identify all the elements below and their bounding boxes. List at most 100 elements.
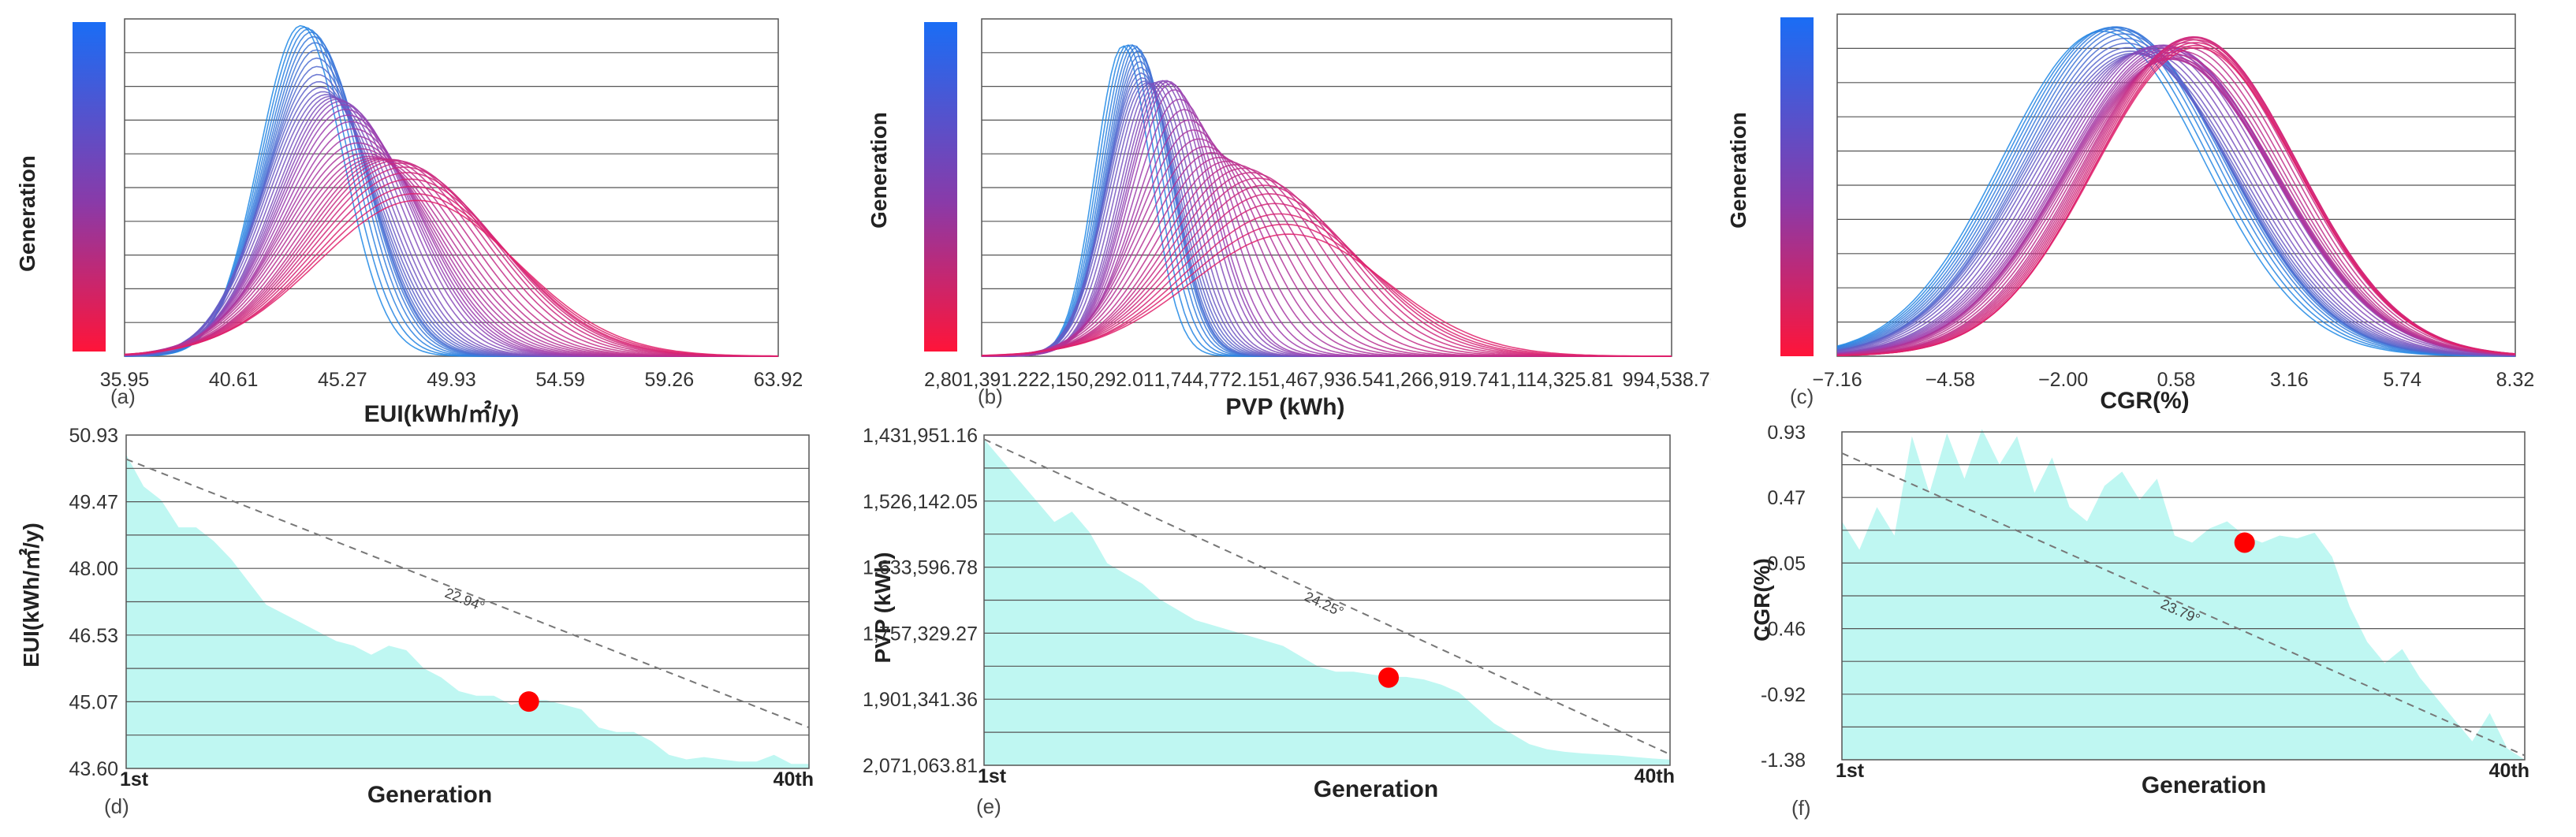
plot-frame-d — [125, 434, 810, 769]
x-tick-label-b: 2,150,292.01 — [1039, 369, 1154, 391]
density-curve-c — [1836, 57, 2516, 355]
chart-b: 2,801,391.22 2,150,292.01 1,744,772.15 1,46… — [924, 18, 1711, 391]
density-curve-c — [1836, 36, 2516, 356]
area-series-f — [1842, 429, 2525, 760]
x-tick-label-c: 5.74 — [2383, 369, 2421, 391]
x-tick-label-a: 54.59 — [535, 369, 585, 391]
density-curve-c — [1836, 54, 2516, 356]
x-tick-label-c: 0.58 — [2157, 369, 2196, 391]
panel-f: CGR(%) 0.93 0.47 0.05 -0.46 -0.92 -1.38 1st 40t… — [1727, 426, 2576, 837]
x-tick-label-b: 1,744,772.15 — [1154, 369, 1269, 391]
x-end-label-d: 40th — [774, 768, 814, 790]
generation-color-legend-b — [924, 22, 957, 352]
x-tick-label-a: 40.61 — [209, 369, 259, 391]
y-tick-label-f: -1.38 — [1761, 750, 1806, 772]
x-tick-label-c: −2.00 — [2038, 369, 2088, 391]
xlabel-d: Generation — [367, 782, 493, 808]
panel-c: Generation −7.16 −4.58 −2.00 0.58 3.16 5.74 8.… — [1726, 0, 2576, 426]
x-tick-label-a: 59.26 — [645, 369, 695, 391]
x-start-label-d: 1st — [120, 768, 149, 790]
y-tick-label-d: 45.07 — [69, 691, 118, 713]
density-curve-c — [1836, 58, 2516, 356]
xlabel-c: CGR(%) — [2100, 388, 2190, 414]
density-curve-b — [981, 233, 1672, 357]
x-tick-label-a: 35.95 — [100, 369, 150, 391]
y-tick-label-e: 2,071,063.81 — [863, 755, 978, 777]
density-curve-c — [1836, 42, 2516, 356]
xlabel-f: Generation — [2141, 772, 2267, 798]
x-start-label-f: 1st — [1836, 760, 1865, 782]
generation-color-legend-a — [73, 22, 106, 352]
x-tick-label-a: 45.27 — [318, 369, 367, 391]
area-series-d — [126, 454, 809, 768]
panel-label-d: (d) — [104, 794, 129, 818]
generation-color-legend-c — [1780, 17, 1814, 356]
x-tick-label-b: 1,467,936.54 — [1269, 369, 1385, 391]
density-curve-c — [1836, 57, 2516, 356]
highlight-point-e — [1378, 667, 1400, 688]
plot-frame-f — [1841, 431, 2526, 761]
x-tick-label-b: 1,266,919.74 — [1384, 369, 1499, 391]
y-tick-label-e: 1,633,596.78 — [863, 557, 978, 579]
trend-line-d — [125, 458, 810, 728]
y-tick-label-f: 0.93 — [1767, 426, 1806, 444]
density-curve-c — [1836, 37, 2516, 356]
density-curve-c — [1836, 26, 2515, 357]
density-curve-c — [1836, 50, 2516, 357]
x-tick-label-c: −7.16 — [1812, 369, 1862, 391]
density-curve-c — [1836, 46, 2516, 356]
y-tick-label-e: 1,757,329.27 — [863, 623, 978, 645]
y-tick-label-d: 43.60 — [69, 758, 118, 780]
y-tick-label-d: 48.00 — [69, 558, 118, 580]
panel-label-c: (c) — [1790, 385, 1814, 408]
density-curve-c — [1836, 52, 2516, 357]
plot-frame-e — [983, 434, 1671, 766]
highlight-point-d — [518, 691, 539, 712]
density-curve-a — [124, 158, 778, 357]
trend-angle-label-d: 22.94° — [443, 585, 487, 615]
density-curve-c — [1836, 39, 2516, 356]
panel-label-f: (f) — [1791, 796, 1811, 820]
y-tick-label-f: 0.05 — [1767, 552, 1806, 575]
density-curve-c — [1836, 50, 2516, 357]
density-curve-a — [124, 32, 778, 357]
density-curve-c — [1836, 28, 2516, 357]
xlabel-a: EUI(kWh/㎡/y) — [363, 401, 520, 427]
x-end-label-f: 40th — [2489, 760, 2529, 782]
y-tick-label-f: 0.47 — [1767, 487, 1806, 509]
trend-angle-label-e: 24.25° — [1302, 589, 1346, 620]
area-series-e — [984, 439, 1670, 765]
density-curve-c — [1836, 35, 2516, 356]
density-curve-a — [124, 199, 778, 357]
y-tick-label-f: -0.46 — [1761, 619, 1806, 641]
y-tick-label-d: 46.53 — [69, 625, 118, 647]
x-start-label-e: 1st — [978, 765, 1007, 787]
density-curve-c — [1836, 30, 2515, 357]
panel-label-a: (a) — [110, 385, 136, 408]
y-tick-label-d: 50.93 — [69, 426, 118, 447]
panel-a: Generation 35.95 40.61 45.27 49.93 54.59 59.2… — [0, 0, 836, 427]
x-tick-label-b: 1,114,325.81 — [1500, 369, 1613, 391]
x-tick-label-c: 3.16 — [2270, 369, 2309, 391]
chart-e: 1,431,951.16 1,526,142.05 1,633,596.78 1,75… — [863, 426, 1675, 787]
density-curve-b — [981, 223, 1672, 357]
chart-a: 35.95 40.61 45.27 49.93 54.59 59.26 63.92 — [100, 18, 803, 391]
density-curve-c — [1836, 58, 2516, 355]
x-tick-label-a: 63.92 — [754, 369, 803, 391]
y-tick-label-f: -0.92 — [1761, 684, 1806, 706]
x-tick-label-c: −4.58 — [1925, 369, 1975, 391]
x-tick-label-b: 2,801,391.22 — [924, 369, 1039, 391]
xlabel-b: PVP (kWh) — [1225, 394, 1345, 420]
panel-b: Generation 2,801,391.22 2,150,292.01 1,744… — [859, 0, 1711, 426]
x-end-label-e: 40th — [1635, 765, 1675, 787]
panel-e: PVP (kWh) 1,431,951.16 1,526,142.05 1,633,… — [836, 426, 1711, 837]
density-curve-c — [1836, 53, 2515, 357]
panel-label-b: (b) — [978, 385, 1003, 408]
x-tick-label-c: 8.32 — [2496, 369, 2535, 391]
chart-d: 50.93 49.47 48.00 46.53 45.07 43.60 1st 40th 22.… — [69, 426, 814, 790]
y-tick-label-e: 1,526,142.05 — [863, 491, 978, 513]
panel-label-e: (e) — [976, 794, 1001, 818]
y-tick-label-e: 1,901,341.36 — [863, 689, 978, 711]
x-tick-label-a: 49.93 — [427, 369, 476, 391]
